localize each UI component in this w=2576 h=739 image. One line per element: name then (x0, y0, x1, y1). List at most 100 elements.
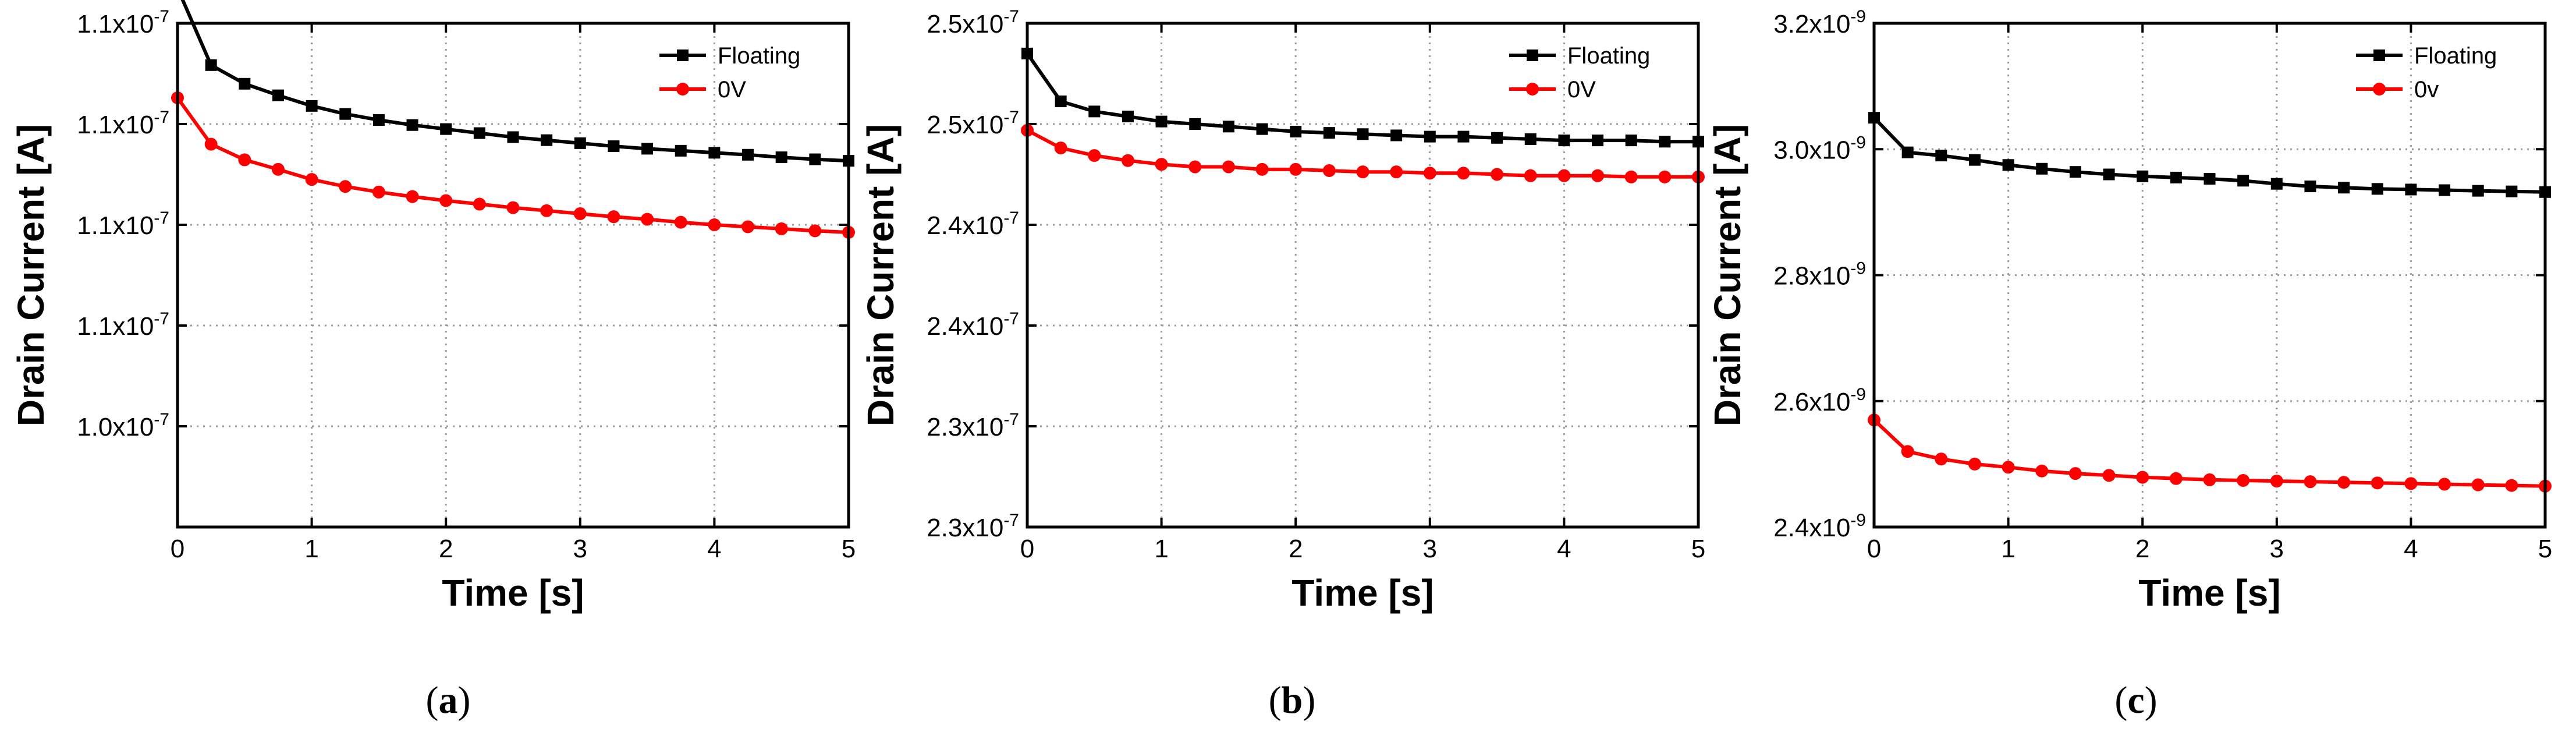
x-tick-label: 4 (707, 535, 721, 563)
plot-frame (176, 22, 850, 529)
data-point-floating (742, 148, 754, 161)
legend-label: Floating (2414, 43, 2497, 69)
data-point-0v (2304, 475, 2317, 489)
panel-label-a: (a) (425, 679, 471, 722)
x-tick-label: 5 (842, 535, 856, 563)
data-point-floating (608, 140, 620, 153)
data-point-floating (2170, 171, 2182, 183)
data-point-floating (1290, 125, 1302, 137)
x-tick-label: 1 (304, 535, 318, 563)
x-tick-label: 0 (1020, 535, 1034, 563)
data-point-floating (2036, 162, 2048, 175)
legend-marker (2373, 83, 2386, 96)
data-point-floating (2371, 183, 2383, 195)
data-point-0v (1322, 164, 1336, 178)
data-point-floating (1457, 130, 1470, 143)
data-point-floating (1558, 135, 1570, 147)
data-point-floating (1055, 96, 1067, 108)
x-tick-label: 1 (1154, 535, 1168, 563)
x-tick-label: 2 (2135, 535, 2149, 563)
plot-area (1874, 23, 2545, 527)
data-point-floating (1323, 127, 1335, 139)
data-point-0v (1222, 160, 1235, 174)
data-point-floating (2103, 168, 2115, 181)
data-point-0v (1524, 169, 1537, 182)
data-point-0v (2102, 469, 2116, 482)
data-point-0v (1624, 170, 1638, 183)
data-point-0v (2136, 471, 2149, 484)
data-point-floating (1524, 133, 1537, 145)
legend-marker (2373, 49, 2385, 61)
data-point-floating (2506, 185, 2518, 197)
y-tick-label: 2.8x10-9 (1773, 259, 1866, 291)
data-point-0v (1491, 168, 1504, 181)
data-point-0v (1968, 457, 1981, 471)
x-tick-label: 0 (1867, 535, 1881, 563)
data-point-floating (272, 89, 284, 101)
y-tick-label: 1.1x10-7 (77, 7, 169, 38)
data-point-0v (775, 222, 788, 235)
data-point-floating (1222, 121, 1234, 133)
data-point-0v (741, 220, 755, 234)
y-tick-label: 2.3x10-7 (927, 511, 1019, 542)
y-axis-title: Drain Current [A] (10, 124, 52, 426)
data-point-floating (406, 119, 418, 131)
y-tick-label: 1.0x10-7 (77, 410, 169, 441)
x-tick-label: 2 (1289, 535, 1303, 563)
y-tick-label: 2.3x10-7 (927, 410, 1019, 441)
data-point-floating (1491, 132, 1503, 144)
plot-frame (1872, 22, 2547, 529)
legend-marker (677, 49, 689, 61)
data-point-floating (675, 144, 687, 157)
data-point-floating (1256, 123, 1268, 135)
data-point-floating (372, 114, 385, 126)
y-tick-label: 1.1x10-7 (77, 208, 169, 240)
data-point-0v (1356, 165, 1369, 179)
data-point-floating (2069, 166, 2081, 178)
data-point-0v (1088, 149, 1101, 162)
y-tick-label: 2.5x10-7 (927, 108, 1019, 139)
data-point-floating (1659, 136, 1671, 148)
data-point-0v (1054, 142, 1067, 155)
data-point-floating (1625, 135, 1637, 147)
data-point-0v (238, 153, 251, 167)
x-tick-label: 2 (439, 535, 453, 563)
x-tick-label: 4 (2404, 535, 2418, 563)
data-point-0v (540, 204, 553, 217)
data-point-floating (2137, 170, 2149, 182)
y-tick-label: 3.2x10-9 (1773, 7, 1866, 38)
y-tick-label: 2.6x10-9 (1773, 385, 1866, 416)
legend-label: Floating (718, 43, 800, 69)
panel-label-c: (c) (2114, 679, 2158, 722)
data-point-0v (1935, 452, 1948, 466)
data-point-floating (541, 134, 553, 146)
data-point-0v (2169, 472, 2183, 485)
data-point-0v (1289, 162, 1303, 176)
data-point-floating (1122, 111, 1134, 123)
data-point-floating (2204, 173, 2216, 185)
data-point-0v (2337, 476, 2351, 489)
data-point-floating (775, 151, 787, 164)
legend-marker (1527, 49, 1538, 61)
y-axis-title: Drain Current [A] (1706, 124, 1748, 426)
x-tick-label: 5 (1691, 535, 1705, 563)
x-tick-label: 5 (2538, 535, 2552, 563)
y-tick-label: 2.4x10-7 (927, 208, 1019, 240)
data-point-floating (1968, 154, 1981, 166)
data-point-0v (573, 207, 587, 220)
x-tick-label: 3 (1423, 535, 1437, 563)
legend-marker (676, 83, 689, 96)
chart-panel-b: 0 1 2 3 4 5 2.3x10-7 2.3x10-7 2.4x10-7 2.4x10-7 2.… (860, 7, 1705, 614)
plot-frame (1026, 22, 1700, 529)
data-point-0v (506, 201, 520, 214)
data-point-floating (2472, 185, 2484, 197)
data-point-0v (305, 173, 318, 186)
legend-label: 0v (2414, 77, 2439, 102)
plot-area (178, 23, 849, 527)
data-point-floating (339, 108, 352, 120)
data-point-0v (2371, 476, 2384, 490)
x-axis-title: Time [s] (442, 572, 584, 614)
y-tick-label: 3.0x10-9 (1773, 133, 1866, 164)
data-point-floating (2338, 182, 2350, 194)
